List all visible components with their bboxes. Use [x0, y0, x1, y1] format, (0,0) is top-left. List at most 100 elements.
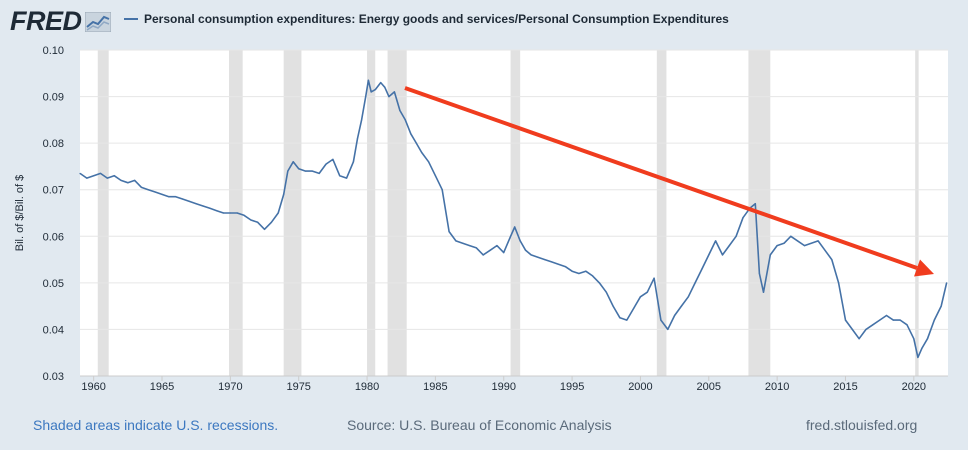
x-tick-label: 2010: [765, 381, 789, 393]
data-point: [365, 95, 367, 98]
data-point: [325, 163, 327, 165]
recession-band: [283, 50, 302, 376]
x-tick-label: 1995: [560, 381, 584, 393]
recessions-note-link[interactable]: Shaded areas indicate U.S. recessions.: [33, 417, 279, 433]
site-link[interactable]: fred.stlouisfed.org: [806, 417, 918, 433]
data-point: [99, 172, 102, 175]
data-point: [496, 245, 498, 247]
data-point: [475, 247, 478, 249]
data-point: [243, 214, 245, 216]
y-tick-label: 0.06: [43, 231, 64, 243]
data-point: [168, 196, 170, 198]
data-point: [270, 221, 272, 223]
x-tick-label: 2020: [902, 381, 926, 393]
x-tick-label: 1975: [286, 381, 310, 393]
data-point: [127, 182, 129, 184]
data-point: [742, 217, 744, 219]
data-point: [605, 291, 607, 293]
data-point: [557, 263, 560, 265]
y-tick-label: 0.04: [43, 324, 64, 336]
data-point: [393, 91, 395, 93]
data-point: [803, 245, 806, 247]
line-chart[interactable]: 0.030.040.050.060.070.080.090.10 1960 196…: [0, 0, 968, 410]
data-point: [612, 305, 614, 307]
data-point: [448, 231, 450, 233]
data-point: [287, 170, 289, 172]
data-point: [140, 186, 143, 188]
data-point: [544, 258, 546, 261]
data-point: [797, 240, 799, 242]
data-point: [380, 82, 382, 84]
data-point: [578, 272, 580, 275]
data-point: [921, 347, 923, 349]
data-point: [885, 314, 888, 317]
data-point: [728, 245, 730, 247]
y-tick-label: 0.10: [43, 45, 64, 57]
data-point: [865, 328, 867, 331]
data-point: [687, 296, 689, 298]
recession-band: [510, 50, 521, 376]
data-point: [790, 235, 792, 237]
data-point: [899, 319, 901, 321]
x-tick-label: 2000: [628, 381, 652, 393]
data-point: [564, 265, 566, 268]
data-point: [415, 142, 417, 144]
data-point: [304, 170, 307, 172]
data-point: [758, 272, 760, 275]
data-point: [762, 291, 765, 293]
source-text: Source: U.S. Bureau of Economic Analysis: [347, 417, 612, 433]
data-point: [216, 210, 218, 212]
data-point: [851, 328, 853, 331]
data-point: [298, 168, 300, 170]
chart-logo-icon: [84, 11, 111, 32]
data-point: [879, 319, 881, 321]
x-tick-label: 1970: [218, 381, 242, 393]
data-point: [926, 338, 929, 340]
y-tick-label: 0.07: [43, 185, 64, 197]
recession-band: [97, 50, 109, 376]
data-point: [195, 203, 197, 205]
data-point: [530, 254, 532, 256]
data-point: [388, 95, 390, 98]
data-point: [339, 175, 341, 177]
data-point: [598, 282, 601, 284]
data-point: [817, 240, 819, 242]
logo-text: FRED: [10, 6, 82, 36]
data-point: [79, 172, 81, 175]
data-point: [399, 109, 401, 112]
data-point: [626, 319, 628, 321]
chart-header: FRED Personal consumption expenditures: …: [0, 0, 968, 40]
legend-series-label: Personal consumption expenditures: Energ…: [144, 12, 729, 26]
arrow-shaft: [404, 86, 918, 270]
data-point: [188, 200, 190, 202]
data-point: [810, 242, 812, 244]
data-point: [838, 282, 840, 284]
data-point: [892, 319, 894, 321]
data-point: [410, 133, 412, 135]
fred-logo[interactable]: FRED: [10, 6, 111, 37]
data-point: [283, 193, 285, 195]
data-point: [113, 175, 115, 177]
x-tick-label: 1985: [423, 381, 447, 393]
recession-band: [915, 50, 919, 376]
data-point: [503, 251, 505, 254]
data-point: [537, 256, 539, 258]
data-point: [571, 270, 573, 272]
data-point: [585, 270, 587, 272]
data-point: [161, 193, 163, 195]
data-point: [106, 177, 108, 179]
data-point: [434, 175, 437, 177]
y-axis-label: Bil. of $/Bil. of $: [14, 175, 26, 251]
data-point: [489, 249, 491, 251]
data-point: [332, 158, 334, 161]
x-tick-label: 1990: [492, 381, 516, 393]
data-point: [345, 177, 348, 179]
y-tick-label: 0.08: [43, 138, 64, 150]
data-point: [181, 198, 184, 200]
data-point: [917, 356, 919, 358]
data-point: [263, 228, 266, 230]
data-point: [550, 261, 553, 263]
data-point: [639, 296, 642, 298]
data-point: [721, 254, 724, 256]
data-point: [154, 191, 156, 193]
